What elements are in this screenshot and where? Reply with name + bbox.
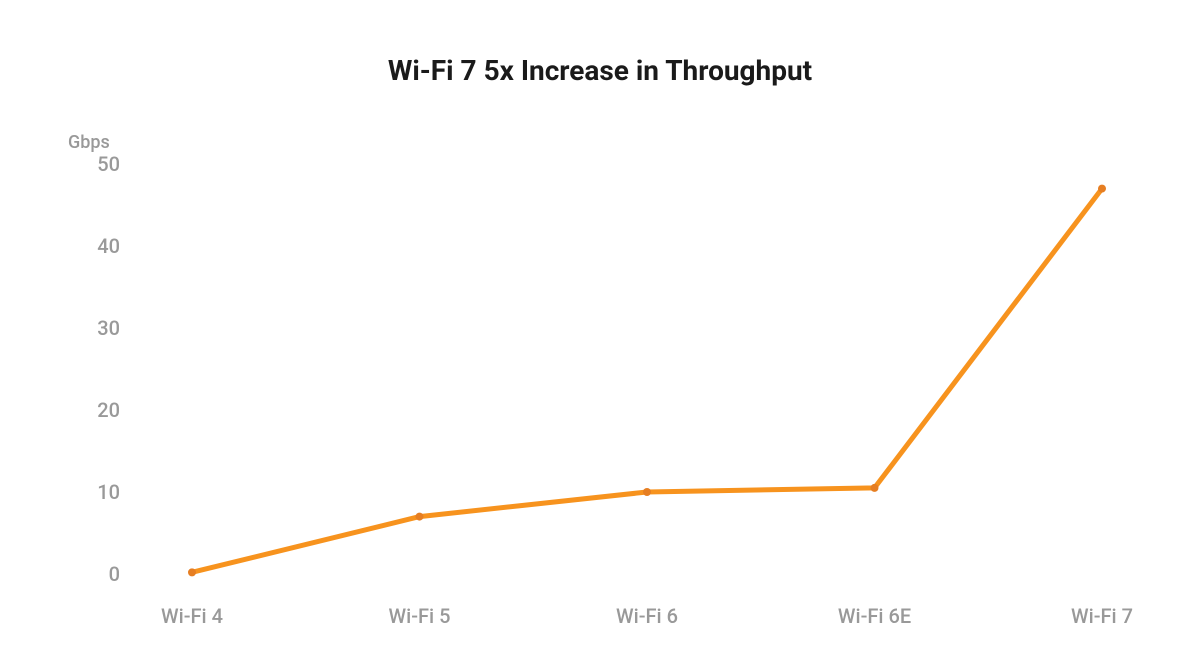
data-point (643, 488, 651, 496)
chart-plot-area (142, 164, 1152, 574)
x-tick-label: Wi-Fi 4 (122, 604, 262, 628)
data-point (1098, 185, 1106, 193)
chart-title: Wi-Fi 7 5x Increase in Throughput (0, 54, 1200, 87)
y-tick-label: 10 (60, 480, 120, 504)
data-point (416, 513, 424, 521)
data-point (871, 484, 879, 492)
data-point (188, 568, 196, 576)
x-tick-label: Wi-Fi 7 (1032, 604, 1172, 628)
throughput-line (192, 189, 1102, 573)
y-tick-label: 0 (60, 562, 120, 586)
x-tick-label: Wi-Fi 5 (350, 604, 490, 628)
y-tick-label: 20 (60, 398, 120, 422)
x-tick-label: Wi-Fi 6 (577, 604, 717, 628)
line-chart-svg (142, 164, 1152, 574)
x-tick-label: Wi-Fi 6E (805, 604, 945, 628)
y-axis-label: Gbps (68, 132, 110, 153)
y-tick-label: 30 (60, 316, 120, 340)
y-tick-label: 50 (60, 152, 120, 176)
y-tick-label: 40 (60, 234, 120, 258)
